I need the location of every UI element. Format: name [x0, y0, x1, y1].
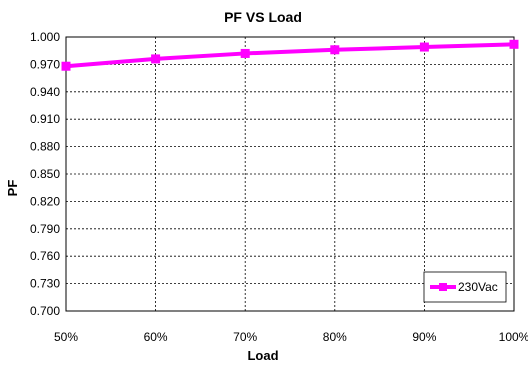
- x-axis-title: Load: [247, 348, 278, 363]
- y-tick-label: 0.760: [30, 249, 60, 263]
- y-tick-labels: 1.000 0.970 0.940 0.910 0.880 0.850 0.820 0.790…: [30, 30, 60, 318]
- y-tick-label: 0.850: [30, 167, 60, 181]
- x-tick-label: 60%: [144, 330, 168, 344]
- grid-lines: [66, 37, 514, 311]
- x-tick-label: 80%: [323, 330, 347, 344]
- series-layer: [61, 39, 519, 71]
- y-tick-label: 0.700: [30, 304, 60, 318]
- y-tick-label: 0.790: [30, 222, 60, 236]
- data-point-marker: [509, 39, 519, 49]
- y-tick-label: 0.940: [30, 85, 60, 99]
- y-tick-label: 0.730: [30, 277, 60, 291]
- y-tick-label: 0.970: [30, 57, 60, 71]
- data-point-marker: [151, 54, 161, 64]
- x-tick-label: 90%: [412, 330, 436, 344]
- y-tick-label: 0.880: [30, 140, 60, 154]
- legend-square-marker-icon: [439, 283, 447, 291]
- y-tick-label: 0.820: [30, 194, 60, 208]
- x-tick-labels: 50% 60% 70% 80% 90% 100%: [54, 330, 528, 344]
- data-point-marker: [61, 61, 71, 71]
- legend-label: 230Vac: [458, 280, 498, 294]
- data-point-marker: [419, 42, 429, 52]
- y-tick-label: 0.910: [30, 112, 60, 126]
- data-point-marker: [330, 45, 340, 55]
- series-line: [65, 42, 515, 69]
- y-axis-title: PF: [5, 180, 20, 197]
- y-tick-label: 1.000: [30, 30, 60, 44]
- x-tick-label: 50%: [54, 330, 78, 344]
- plot-area: [65, 36, 515, 312]
- data-point-marker: [240, 48, 250, 58]
- x-tick-label: 100%: [499, 330, 528, 344]
- chart-title: PF VS Load: [224, 9, 302, 25]
- x-tick-label: 70%: [233, 330, 257, 344]
- legend: 230Vac: [423, 271, 507, 303]
